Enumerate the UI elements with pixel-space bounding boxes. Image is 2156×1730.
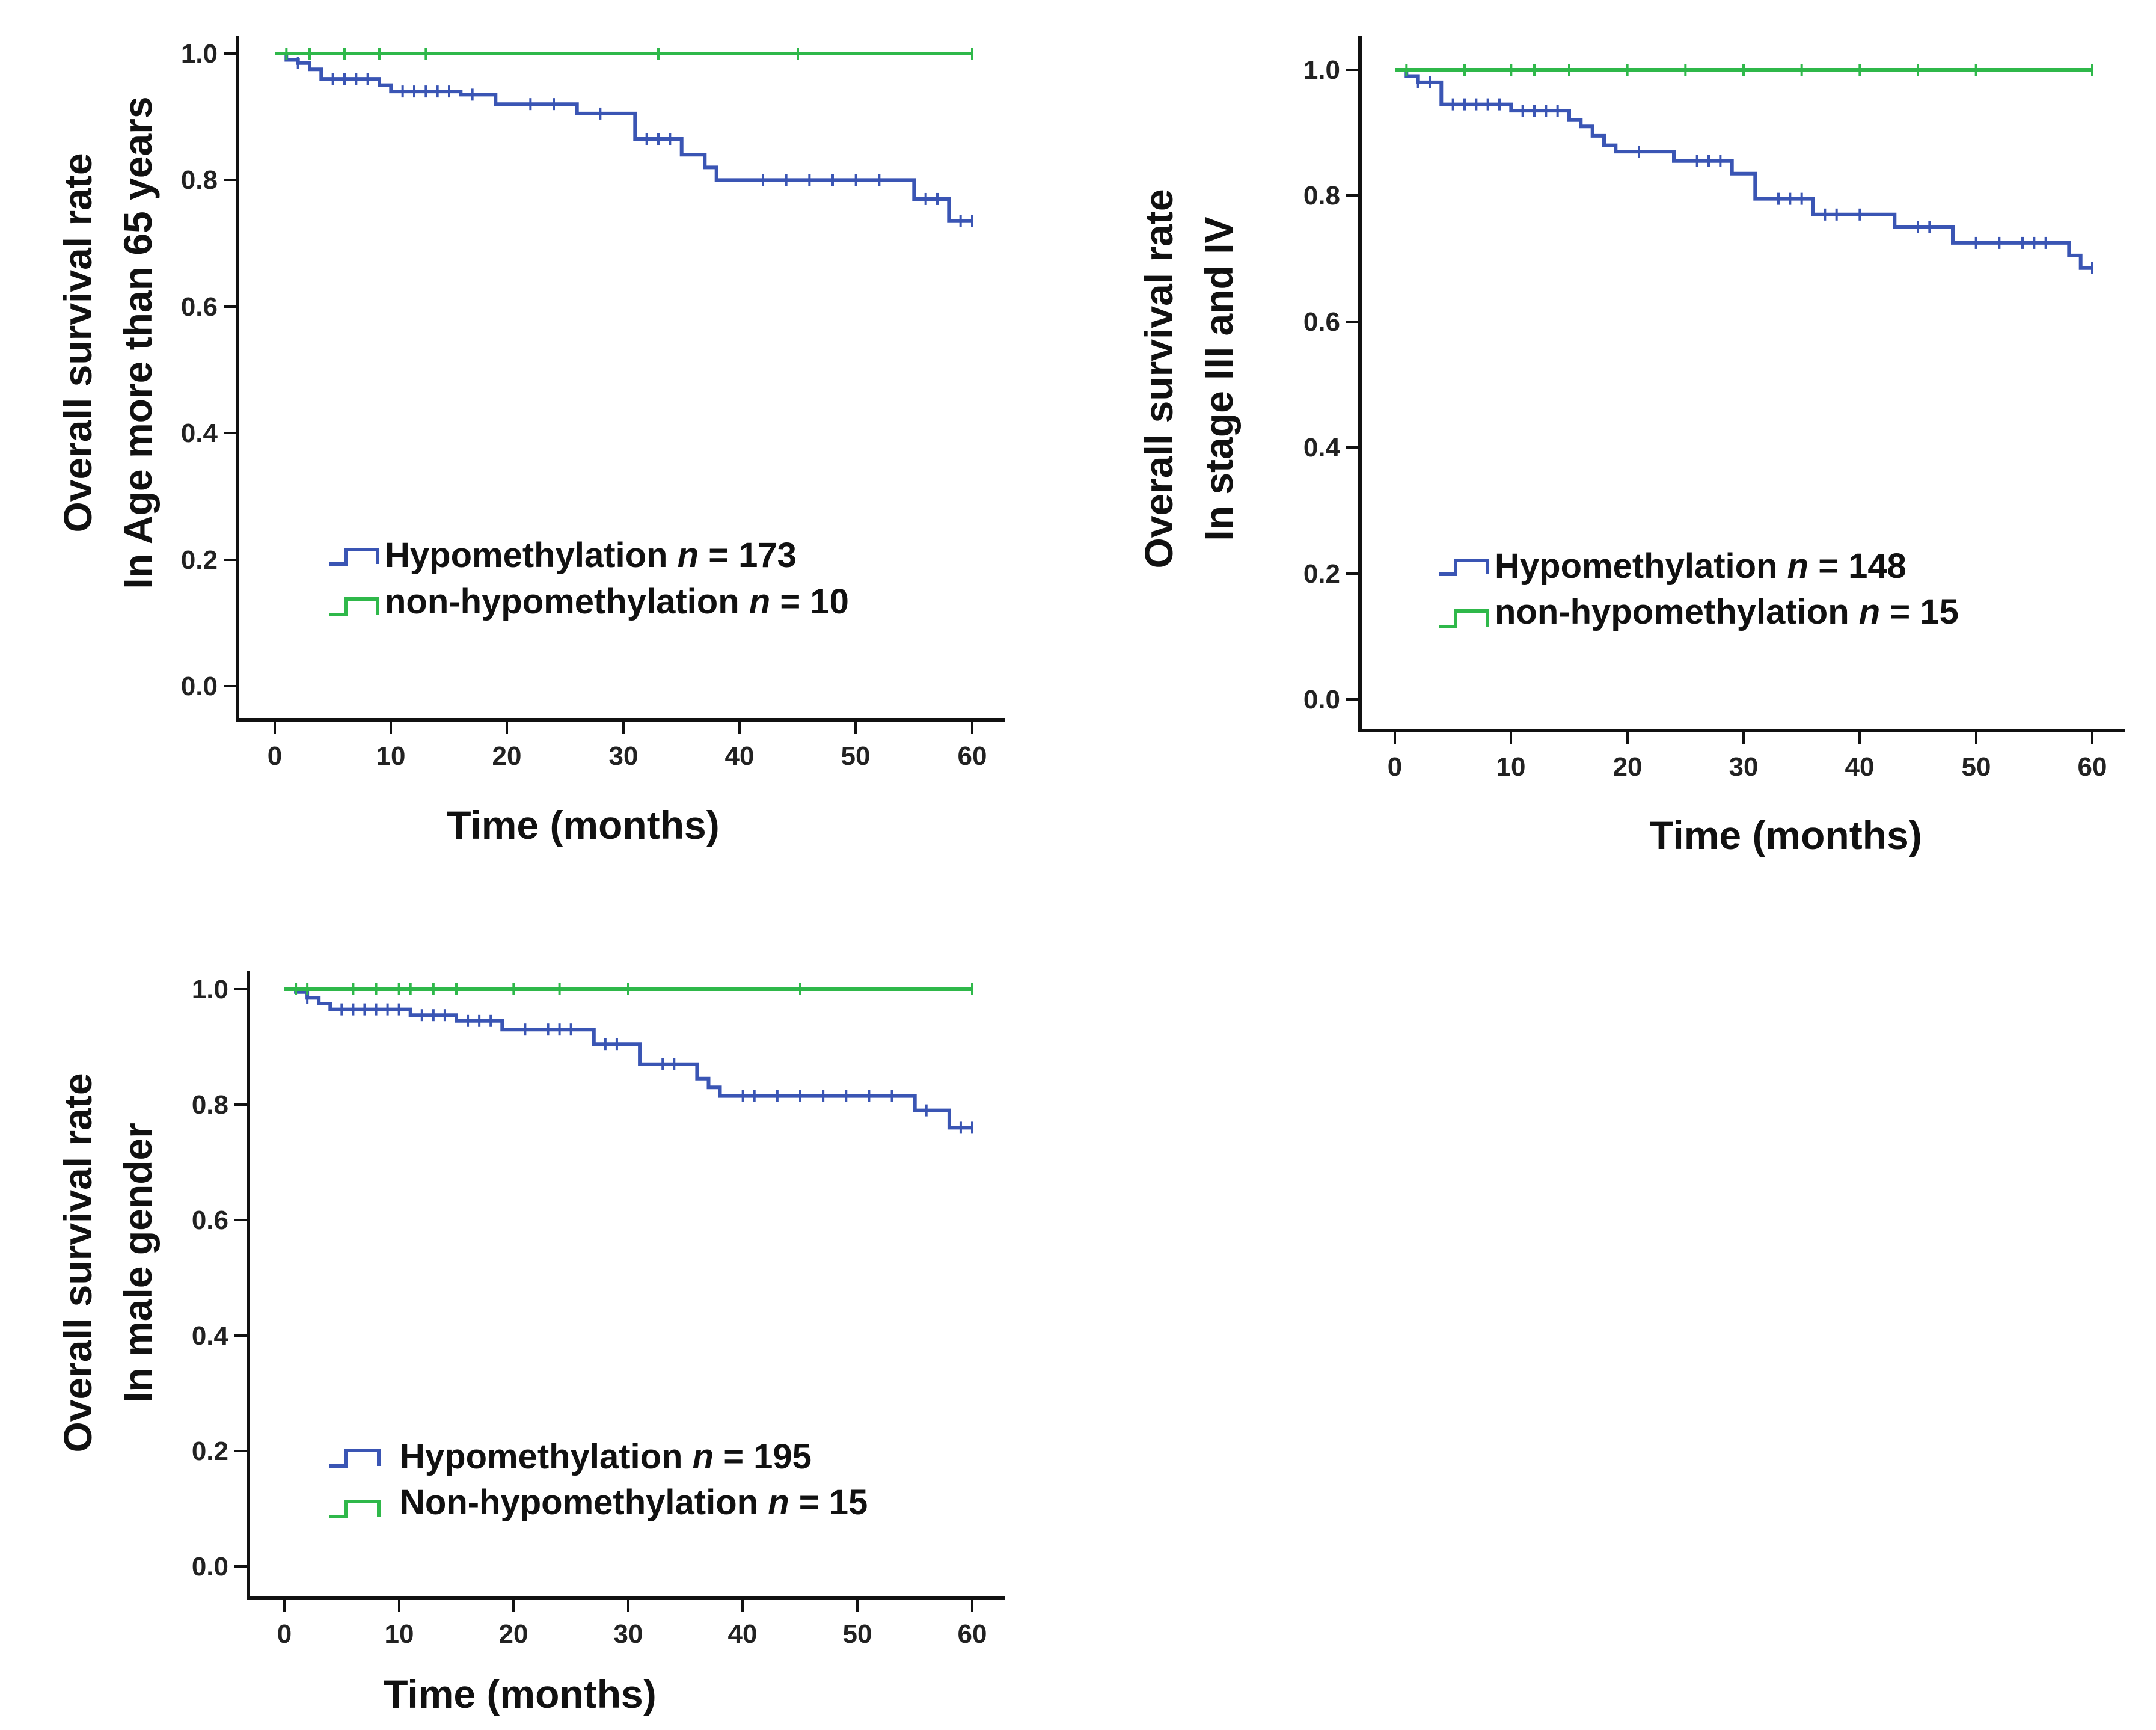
- panel-stage: Overall survival rate In stage III and I…: [1136, 36, 2125, 857]
- stage-ylabel-line2: In stage III and IV: [1196, 216, 1241, 541]
- male-xtick-label: 40: [728, 1619, 758, 1649]
- age-hypo-censor-marks: [296, 57, 973, 227]
- stage-ytick-label: 1.0: [1303, 55, 1340, 85]
- age-xtick-label: 10: [376, 741, 406, 771]
- age-xtick-label: 30: [609, 741, 639, 771]
- male-legend-non-text: Non-hypomethylation n = 15: [400, 1483, 868, 1522]
- stage-xtick-label: 0: [1388, 752, 1402, 782]
- male-non-censor-marks: [295, 983, 973, 995]
- stage-legend-hypo-name: Hypomethylation: [1495, 547, 1778, 586]
- stage-ytick-label: 0.8: [1303, 181, 1340, 210]
- male-xtick-label: 30: [614, 1619, 643, 1649]
- age-legend-non-name: non-hypomethylation: [385, 582, 740, 621]
- stage-legend-hypo-swatch: [1439, 559, 1489, 576]
- stage-xticks: 0 10 20 30 40 50 60: [1388, 731, 2107, 782]
- age-xtick-label: 50: [841, 741, 871, 771]
- stage-legend-non-n: n: [1859, 592, 1880, 631]
- age-legend-hypo-n: n: [678, 536, 699, 575]
- age-legend-hypo-count: = 173: [708, 536, 797, 575]
- age-legend-hypo-swatch: [329, 548, 379, 566]
- male-ytick-label: 0.4: [192, 1321, 229, 1351]
- age-legend-hypo-name: Hypomethylation: [385, 536, 668, 575]
- age-legend-non-n: n: [749, 582, 770, 621]
- stage-legend-hypo-count: = 148: [1818, 547, 1906, 586]
- age-xtick-label: 40: [725, 741, 755, 771]
- stage-ylabel-line1: Overall survival rate: [1136, 189, 1181, 568]
- male-legend-non-swatch: [329, 1500, 381, 1518]
- age-xtick-label: 20: [492, 741, 522, 771]
- male-ylabel-line1: Overall survival rate: [55, 1073, 100, 1452]
- stage-xtick-label: 60: [2078, 752, 2107, 782]
- stage-legend-non-name: non-hypomethylation: [1495, 592, 1849, 631]
- stage-ytick-label: 0.6: [1303, 307, 1340, 337]
- stage-legend-non-text: non-hypomethylation n = 15: [1495, 592, 1959, 631]
- male-yticks: 0.0 0.2 0.4 0.6 0.8 1.0: [192, 975, 248, 1581]
- age-ylabel-line2: In Age more than 65 years: [115, 96, 160, 589]
- male-ytick-label: 0.8: [192, 1090, 228, 1120]
- age-legend-hypo-text: Hypomethylation n = 173: [385, 536, 797, 575]
- age-ytick-label: 0.8: [181, 165, 218, 195]
- male-legend: Hypomethylation n = 195 Non-hypomethylat…: [329, 1437, 868, 1522]
- stage-hypo-censor-marks: [1416, 76, 2093, 274]
- age-ytick-label: 0.6: [181, 292, 218, 322]
- age-ytick-label: 1.0: [181, 39, 218, 69]
- stage-hypo-curve: [1395, 68, 2092, 270]
- age-xtick-label: 0: [268, 741, 282, 771]
- stage-xtick-label: 30: [1729, 752, 1759, 782]
- stage-legend: Hypomethylation n = 148 non-hypomethylat…: [1439, 547, 1959, 631]
- stage-legend-hypo-text: Hypomethylation n = 148: [1495, 547, 1906, 586]
- age-yticks: 0.0 0.2 0.4 0.6 0.8 1.0: [181, 39, 237, 701]
- male-ylabel-line2: In male gender: [115, 1123, 160, 1403]
- stage-xlabel: Time (months): [1649, 813, 1922, 857]
- age-hypo-curve: [275, 52, 972, 223]
- male-xticks: 0 10 20 30 40 50 60: [277, 1598, 987, 1649]
- stage-yticks: 0.0 0.2 0.4 0.6 0.8 1.0: [1303, 55, 1360, 714]
- stage-legend-non-count: = 15: [1890, 592, 1959, 631]
- male-ytick-label: 0.6: [192, 1206, 228, 1235]
- age-xtick-label: 60: [958, 741, 987, 771]
- panel-age: Overall survival rate In Age more than 6…: [55, 36, 1005, 847]
- age-legend: Hypomethylation n = 173 non-hypomethylat…: [329, 536, 849, 621]
- panel-male: Overall survival rate In male gender 0.0…: [55, 971, 1005, 1716]
- male-legend-hypo-n: n: [693, 1437, 714, 1476]
- male-hypo-censor-marks: [306, 992, 973, 1134]
- male-xtick-label: 0: [277, 1619, 292, 1649]
- stage-non-censor-marks: [1405, 64, 2093, 76]
- age-xticks: 0 10 20 30 40 50 60: [268, 720, 987, 771]
- male-legend-hypo-count: = 195: [723, 1437, 812, 1476]
- age-legend-non-text: non-hypomethylation n = 10: [385, 582, 849, 621]
- age-ylabel-line1: Overall survival rate: [55, 153, 100, 532]
- age-ytick-label: 0.4: [181, 419, 218, 448]
- age-ytick-label: 0.2: [181, 545, 218, 575]
- male-legend-non-n: n: [768, 1483, 789, 1522]
- male-ytick-label: 0.0: [192, 1552, 228, 1581]
- male-xtick-label: 10: [385, 1619, 414, 1649]
- stage-xtick-label: 40: [1845, 752, 1875, 782]
- male-xtick-label: 60: [958, 1619, 987, 1649]
- male-xlabel: Time (months): [384, 1672, 656, 1716]
- stage-ytick-label: 0.4: [1303, 433, 1341, 462]
- stage-ytick-label: 0.0: [1303, 685, 1340, 714]
- stage-xtick-label: 20: [1613, 752, 1643, 782]
- male-xtick-label: 50: [843, 1619, 872, 1649]
- male-legend-hypo-swatch: [329, 1449, 381, 1468]
- age-legend-non-count: = 10: [780, 582, 849, 621]
- age-ytick-label: 0.0: [181, 672, 218, 701]
- age-non-censor-marks: [285, 48, 973, 60]
- age-xlabel: Time (months): [447, 803, 719, 847]
- male-xtick-label: 20: [499, 1619, 528, 1649]
- stage-legend-hypo-n: n: [1787, 547, 1808, 586]
- male-legend-hypo-text: Hypomethylation n = 195: [400, 1437, 812, 1476]
- age-legend-non-swatch: [329, 597, 379, 616]
- stage-xtick-label: 10: [1496, 752, 1526, 782]
- male-legend-non-count: = 15: [799, 1483, 868, 1522]
- stage-legend-non-swatch: [1439, 609, 1489, 628]
- male-legend-non-name: Non-hypomethylation: [400, 1483, 758, 1522]
- stage-xtick-label: 50: [1962, 752, 1991, 782]
- male-ytick-label: 0.2: [192, 1437, 228, 1466]
- male-ytick-label: 1.0: [192, 975, 228, 1004]
- stage-ytick-label: 0.2: [1303, 559, 1340, 589]
- male-legend-hypo-name: Hypomethylation: [400, 1437, 683, 1476]
